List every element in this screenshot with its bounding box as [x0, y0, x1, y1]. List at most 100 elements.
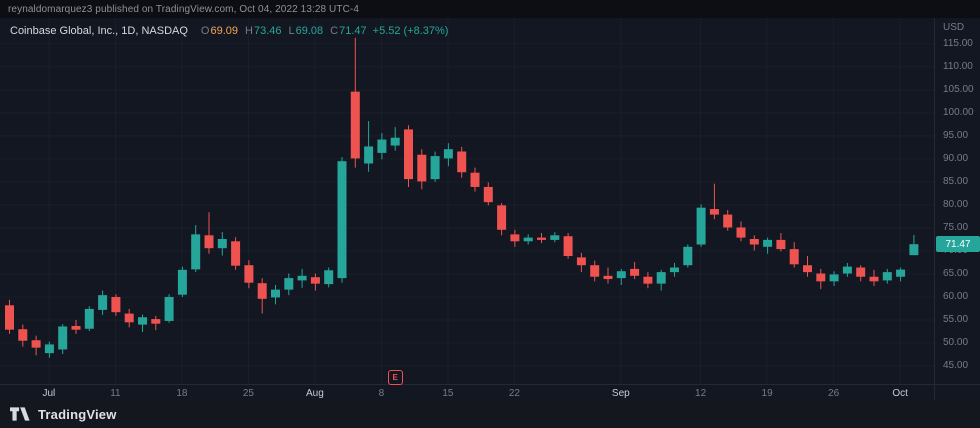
- candle: [430, 151, 440, 182]
- price-axis-label: 85.00: [943, 175, 969, 187]
- candle: [643, 272, 653, 289]
- price-axis[interactable]: USD 71.47 115.00 110.00 105.00 100.00 95.00 9…: [934, 18, 980, 400]
- chart-area[interactable]: Coinbase Global, Inc., 1D, NASDAQ O 69.09…: [0, 18, 980, 400]
- candle: [696, 204, 706, 247]
- candle: [909, 235, 919, 256]
- open-value: 69.09: [210, 25, 239, 37]
- high-label: H: [245, 25, 253, 37]
- candle: [869, 269, 879, 286]
- candle: [590, 260, 600, 282]
- candle: [537, 232, 546, 244]
- candle: [151, 315, 161, 331]
- earnings-marker-icon[interactable]: E: [387, 370, 403, 385]
- publish-meta-bar: reynaldomarquez3 published on TradingVie…: [0, 0, 980, 18]
- candle: [44, 341, 54, 358]
- price-axis-label: 105.00: [943, 83, 974, 95]
- time-axis-label: 11: [110, 388, 121, 399]
- price-axis-label: 110.00: [943, 60, 973, 72]
- candle: [164, 294, 174, 323]
- price-axis-label: 50.00: [943, 337, 969, 349]
- candle: [231, 237, 241, 270]
- candle: [417, 149, 427, 190]
- price-axis-label: 100.00: [943, 106, 974, 118]
- time-axis-label: 8: [378, 388, 385, 399]
- candle: [244, 260, 254, 289]
- low-label: L: [288, 25, 295, 37]
- symbol-title[interactable]: Coinbase Global, Inc., 1D, NASDAQ: [10, 25, 188, 37]
- time-axis[interactable]: Jul 11 18 25 Aug 8 15 22 Sep 12 19 26 Oct: [0, 384, 980, 400]
- candle: [457, 146, 467, 178]
- time-axis-label: 19: [761, 388, 773, 399]
- candle: [204, 212, 214, 254]
- tradingview-brand[interactable]: TradingView: [38, 406, 117, 422]
- candle: [497, 203, 507, 236]
- candle: [749, 235, 759, 251]
- candle: [217, 232, 227, 256]
- change-value: +5.52 (+8.37%): [372, 25, 449, 37]
- time-axis-label: 26: [828, 388, 840, 399]
- close-label: C: [330, 25, 339, 37]
- price-axis-label: 60.00: [943, 290, 969, 302]
- candle: [896, 267, 906, 282]
- time-axis-label: Oct: [892, 388, 908, 399]
- high-value: 73.46: [253, 25, 282, 37]
- candle: [310, 273, 320, 291]
- candle: [58, 324, 68, 355]
- candle: [616, 268, 626, 286]
- candle: [271, 285, 280, 305]
- candle: [377, 133, 387, 160]
- candle: [138, 314, 147, 332]
- price-axis-label: 75.00: [943, 221, 969, 233]
- currency-label: USD: [943, 22, 965, 33]
- candle: [31, 335, 41, 356]
- price-axis-label: 95.00: [943, 129, 969, 141]
- candle: [177, 266, 187, 297]
- candle: [683, 244, 693, 268]
- last-price-value: 71.47: [945, 238, 971, 250]
- price-axis-label: 55.00: [943, 314, 969, 325]
- candle: [816, 268, 826, 290]
- candle: [856, 265, 866, 282]
- candle: [483, 182, 493, 206]
- time-axis-label: Aug: [305, 388, 324, 399]
- candle: [297, 268, 307, 288]
- candle: [18, 324, 28, 347]
- time-axis-label: 25: [242, 388, 254, 399]
- candle: [337, 157, 347, 283]
- price-axis-label: 45.00: [943, 360, 969, 372]
- candle: [882, 268, 892, 284]
- candle: [630, 262, 640, 280]
- price-axis-label: 80.00: [943, 198, 969, 210]
- candle: [736, 221, 746, 242]
- publish-meta-text: reynaldomarquez3 published on TradingVie…: [8, 3, 360, 15]
- candle: [763, 237, 773, 254]
- candle: [443, 143, 453, 167]
- time-axis-label: 12: [695, 388, 707, 399]
- time-axis-label: 22: [508, 388, 520, 399]
- candle: [523, 234, 533, 245]
- candle: [191, 225, 201, 273]
- tradingview-logo-icon[interactable]: [10, 407, 31, 421]
- candle: [470, 167, 480, 192]
- chart-legend[interactable]: Coinbase Global, Inc., 1D, NASDAQ O 69.09…: [10, 25, 448, 37]
- earnings-marker-label: E: [392, 373, 398, 382]
- time-axis-label: 15: [442, 388, 454, 399]
- candle: [350, 37, 360, 168]
- price-axis-label: 65.00: [943, 267, 969, 279]
- time-axis-label: Sep: [611, 388, 630, 399]
- candle: [803, 256, 812, 277]
- time-axis-label: 18: [176, 388, 188, 399]
- close-value: 71.47: [339, 25, 367, 37]
- price-axis-label: 90.00: [943, 152, 969, 164]
- time-axis-label: Jul: [42, 388, 56, 399]
- candle: [284, 273, 294, 296]
- last-price-badge: 71.47: [936, 236, 980, 253]
- candle: [510, 229, 520, 247]
- candle: [404, 125, 413, 187]
- candle: [98, 290, 108, 315]
- chart-plot[interactable]: [0, 18, 934, 384]
- footer-bar: TradingView: [0, 400, 980, 428]
- candle: [5, 299, 14, 334]
- open-label: O: [200, 25, 210, 37]
